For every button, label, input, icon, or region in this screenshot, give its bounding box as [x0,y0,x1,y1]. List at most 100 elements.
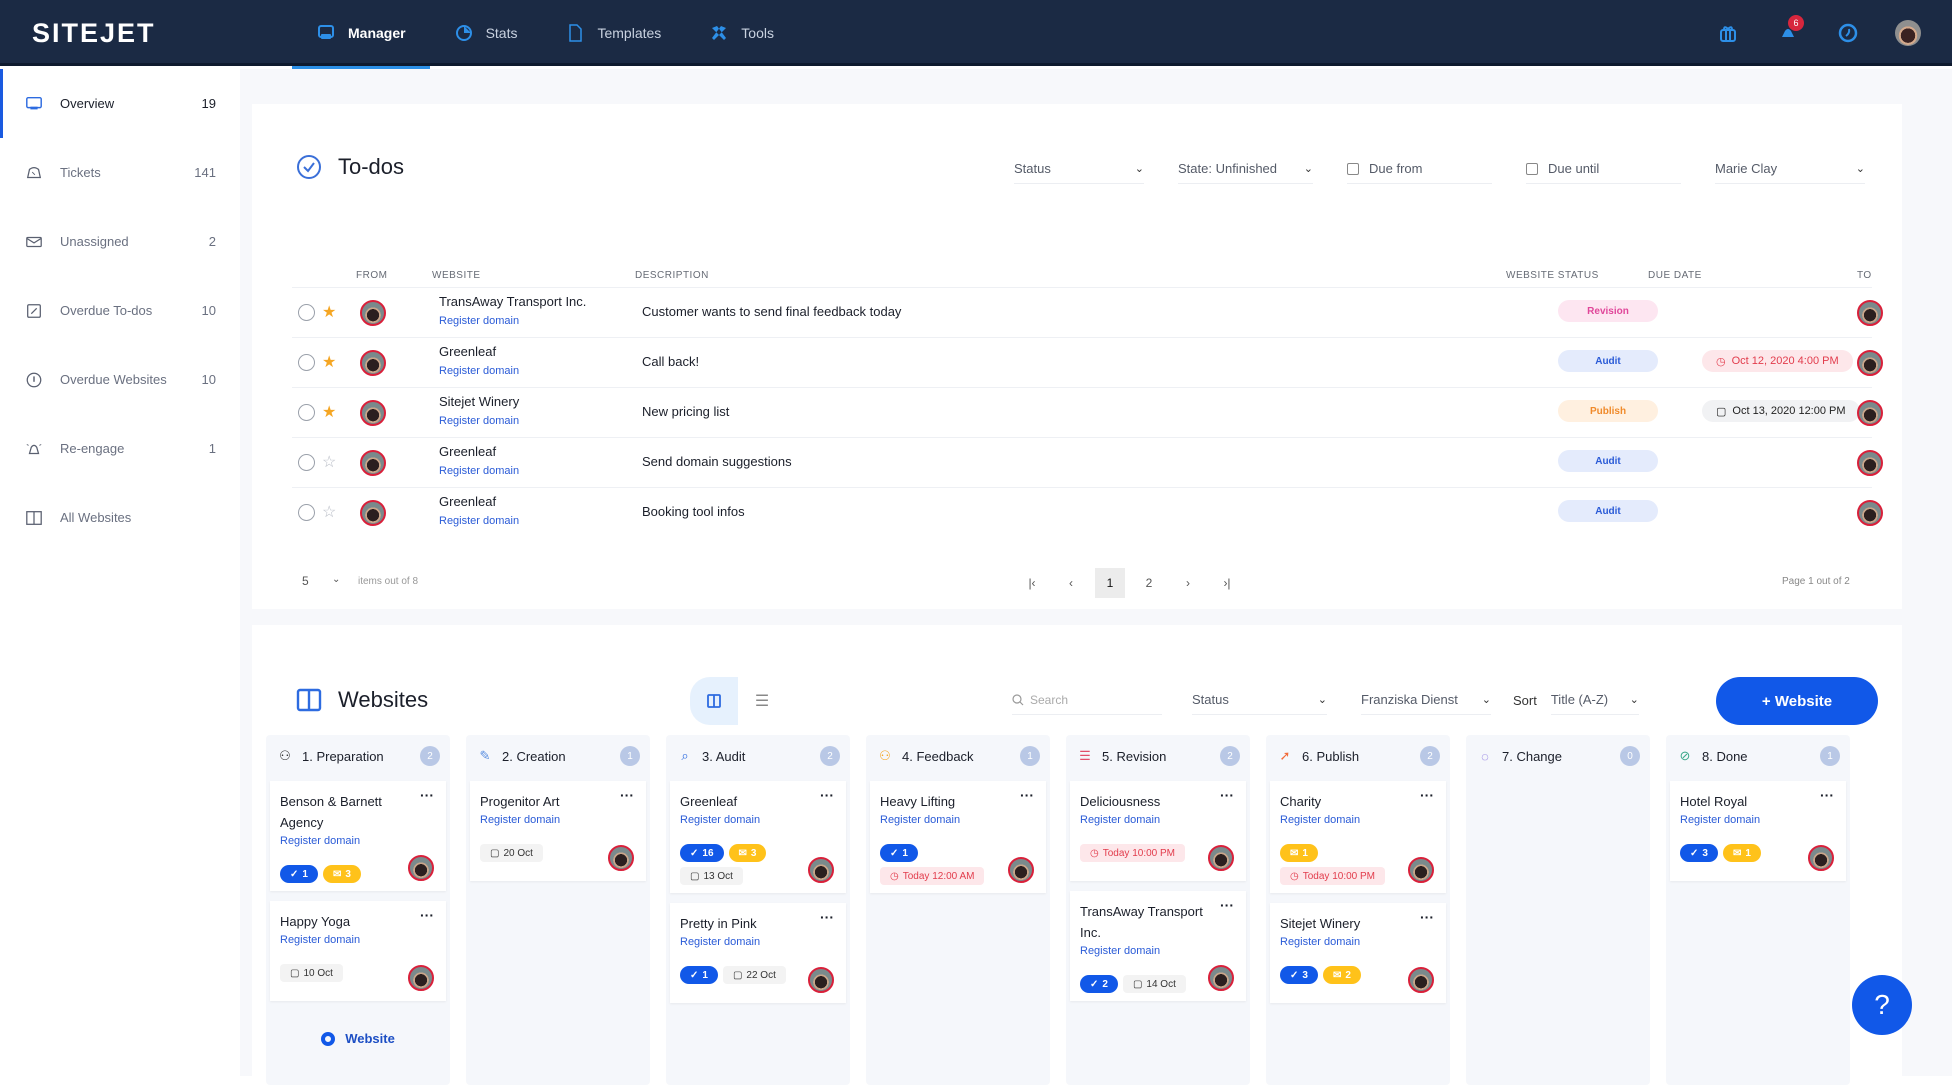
sidebar-item-all-websites[interactable]: All Websites [0,483,240,552]
website-card[interactable]: Hotel Royal ··· Register domain ✓ 3 ✉ 1 [1670,781,1846,881]
todo-count-badge[interactable]: ✓ 1 [280,865,318,883]
notifications-button[interactable]: 6 [1758,15,1818,43]
todo-row[interactable]: ★ Sitejet Winery Register domain New pri… [292,387,1883,437]
website-card[interactable]: Heavy Lifting ··· Register domain ✓ 1 ◷ Tod… [870,781,1046,893]
todo-count-badge[interactable]: ✓ 2 [1080,975,1118,993]
more-options-icon[interactable]: ··· [820,909,834,925]
register-domain-link[interactable]: Register domain [439,315,520,327]
register-domain-link[interactable]: Register domain [1080,814,1161,826]
website-card[interactable]: Sitejet Winery ··· Register domain ✓ 3 ✉ 2 [1270,903,1446,1003]
assignee-filter[interactable]: Marie Clay ⌄ [1715,154,1865,184]
complete-todo-radio[interactable] [298,404,315,421]
website-name[interactable]: Greenleaf [680,794,738,809]
website-name[interactable]: TransAway Transport Inc. [1080,904,1203,940]
website-name[interactable]: Progenitor Art [480,794,560,809]
add-website-link[interactable]: Website [266,1031,450,1046]
sort-select[interactable]: Title (A-Z) ⌄ [1550,685,1639,715]
website-name[interactable]: Pretty in Pink [680,916,757,931]
register-domain-link[interactable]: Register domain [280,934,361,946]
more-options-icon[interactable]: ··· [1220,897,1234,913]
board-view-button[interactable] [690,677,738,725]
per-page-select[interactable]: 5 [302,574,309,588]
chevron-down-icon[interactable]: ⌄ [332,574,341,585]
help-chat-button[interactable]: ? [1852,975,1912,1035]
website-name[interactable]: Heavy Lifting [880,794,956,809]
website-name[interactable]: TransAway Transport Inc. [439,294,587,309]
website-name[interactable]: Charity [1280,794,1322,809]
register-domain-link[interactable]: Register domain [439,415,520,427]
more-options-icon[interactable]: ··· [1420,909,1434,925]
website-name[interactable]: Happy Yoga [280,914,351,929]
more-options-icon[interactable]: ··· [820,787,834,803]
todo-count-badge[interactable]: ✓ 1 [680,966,718,984]
sidebar-item-overdue-websites[interactable]: Overdue Websites 10 [0,345,240,414]
todo-count-badge[interactable]: ✓ 16 [680,844,724,862]
add-website-button[interactable]: + Website [1716,677,1878,725]
register-domain-link[interactable]: Register domain [1280,814,1361,826]
website-card[interactable]: Benson & Barnett Agency ··· Register dom… [270,781,446,891]
page-1-button[interactable]: 1 [1095,568,1125,598]
website-name[interactable]: Greenleaf [439,344,497,359]
more-options-icon[interactable]: ··· [420,907,434,923]
register-domain-link[interactable]: Register domain [480,814,561,826]
website-card[interactable]: Charity ··· Register domain ✉ 1 ◷ Today 10:… [1270,781,1446,893]
more-options-icon[interactable]: ··· [620,787,634,803]
website-name[interactable]: Sitejet Winery [1280,916,1361,931]
nav-templates[interactable]: Templates [541,0,685,66]
prev-page-button[interactable]: ‹ [1069,576,1073,590]
register-domain-link[interactable]: Register domain [439,465,520,477]
sidebar-item-tickets[interactable]: Tickets 141 [0,138,240,207]
sidebar-item-re-engage[interactable]: Re-engage 1 [0,414,240,483]
message-count-badge[interactable]: ✉ 1 [1722,844,1761,862]
last-page-button[interactable]: ›| [1223,576,1231,590]
due-from-filter[interactable]: Due from [1347,154,1492,184]
website-name[interactable]: Sitejet Winery [439,394,520,409]
star-icon[interactable]: ★ [322,304,337,321]
sitejet-logo[interactable]: SITEJET [32,18,156,48]
complete-todo-radio[interactable] [298,354,315,371]
website-card[interactable]: Greenleaf ··· Register domain ✓ 16 ✉ 3 ▢ 13 O… [670,781,846,893]
message-count-badge[interactable]: ✉ 3 [728,844,767,862]
website-assignee-filter[interactable]: Franziska Dienst ⌄ [1361,685,1491,715]
first-page-button[interactable]: |‹ [1028,576,1036,590]
message-count-badge[interactable]: ✉ 1 [1280,844,1318,862]
more-options-icon[interactable]: ··· [1820,787,1834,803]
sidebar-item-overdue-todos[interactable]: Overdue To-dos 10 [0,276,240,345]
register-domain-link[interactable]: Register domain [280,835,361,847]
todo-row[interactable]: ★ TransAway Transport Inc. Register doma… [292,287,1883,337]
nav-tools[interactable]: Tools [685,0,798,66]
message-count-badge[interactable]: ✉ 3 [322,865,361,883]
website-card[interactable]: Progenitor Art ··· Register domain ▢ 20 O… [470,781,646,881]
register-domain-link[interactable]: Register domain [880,814,961,826]
website-card[interactable]: TransAway Transport Inc. ··· Register do… [1070,891,1246,1001]
state-filter[interactable]: State: Unfinished ⌄ [1178,154,1313,184]
complete-todo-radio[interactable] [298,454,315,471]
list-view-button[interactable]: ☰ [738,677,786,725]
register-domain-link[interactable]: Register domain [439,515,520,527]
register-domain-link[interactable]: Register domain [680,936,761,948]
more-options-icon[interactable]: ··· [1220,787,1234,803]
todo-count-badge[interactable]: ✓ 3 [1280,966,1318,984]
website-name[interactable]: Deliciousness [1080,794,1161,809]
register-domain-link[interactable]: Register domain [439,365,520,377]
website-search[interactable]: Search [1012,685,1162,715]
website-status-filter[interactable]: Status ⌄ [1192,685,1327,715]
website-card[interactable]: Deliciousness ··· Register domain ◷ Today… [1070,781,1246,881]
website-name[interactable]: Benson & Barnett Agency [280,794,382,830]
register-domain-link[interactable]: Register domain [1280,936,1361,948]
todo-count-badge[interactable]: ✓ 3 [1680,844,1718,862]
more-options-icon[interactable]: ··· [1420,787,1434,803]
star-icon[interactable]: ★ [322,354,337,371]
more-options-icon[interactable]: ··· [420,787,434,803]
help-button[interactable] [1818,23,1878,43]
due-until-filter[interactable]: Due until [1526,154,1681,184]
sidebar-item-unassigned[interactable]: Unassigned 2 [0,207,240,276]
complete-todo-radio[interactable] [298,504,315,521]
user-menu[interactable] [1878,20,1938,46]
register-domain-link[interactable]: Register domain [680,814,761,826]
nav-manager[interactable]: Manager [292,0,430,69]
todo-row[interactable]: ☆ Greenleaf Register domain Booking tool… [292,487,1883,537]
todo-row[interactable]: ☆ Greenleaf Register domain Send domain … [292,437,1883,487]
register-domain-link[interactable]: Register domain [1680,814,1761,826]
register-domain-link[interactable]: Register domain [1080,945,1161,957]
